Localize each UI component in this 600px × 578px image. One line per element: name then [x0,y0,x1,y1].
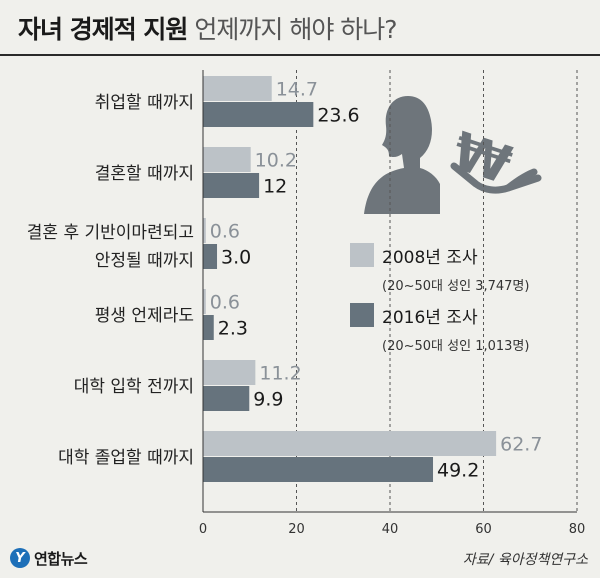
category-label-1: 결혼할 때까지 [95,164,194,184]
bar-2008-0 [203,76,272,101]
value-label-2008-1: 10.2 [255,150,297,172]
yonhap-logo: Y 연합뉴스 [10,546,88,570]
value-label-2008-4: 11.2 [259,363,301,385]
bar-2008-4 [203,360,256,385]
chart-title: 자녀 경제적 지원 언제까지 해야 하나? [18,10,398,46]
category-label-2-1: 안정될 때까지 [95,251,194,271]
person-silhouette-icon [364,96,440,214]
legend-swatch-2016 [350,303,374,327]
title-bold: 자녀 경제적 지원 [18,15,188,44]
logo-icon: Y [10,548,30,568]
bar-2016-2 [203,244,218,269]
bar-2016-1 [203,173,260,198]
x-tick-label-0: 0 [199,522,207,537]
bar-2008-2 [203,218,206,243]
category-label-5: 대학 졸업할 때까지 [58,448,194,468]
value-label-2008-0: 14.7 [276,79,318,101]
logo-text: 연합뉴스 [34,549,88,568]
legend-title-2008: 2008년 조사 [382,248,478,268]
value-label-2016-1: 12 [263,176,287,198]
legend-sub-2016: (20~50대 성인 1,013명) [382,339,530,354]
title-light: 언제까지 해야 하나? [194,15,397,44]
legend-sub-2008: (20~50대 성인 3,747명) [382,279,530,294]
bar-2016-4 [203,386,250,411]
category-label-0: 취업할 때까지 [95,93,194,113]
value-label-2016-0: 23.6 [317,105,359,127]
bar-2008-1 [203,147,251,172]
x-tick-label-20: 20 [288,522,305,537]
bar-2016-5 [203,457,434,482]
value-label-2008-2: 0.6 [210,221,240,243]
x-tick-label-80: 80 [569,522,586,537]
value-label-2008-3: 0.6 [210,292,240,314]
value-label-2016-4: 9.9 [253,389,283,411]
bar-2008-5 [203,431,497,456]
legend-title-2016: 2016년 조사 [382,308,478,328]
legend-item-2008: 2008년 조사 (20~50대 성인 3,747명) [350,243,590,303]
legend-item-2016: 2016년 조사 (20~50대 성인 1,013명) [350,303,590,363]
x-tick-label-40: 40 [382,522,399,537]
value-label-2016-2: 3.0 [221,247,251,269]
source-note: 자료/ 육아정책연구소 [462,552,588,568]
title-rule [0,54,600,56]
category-label-4: 대학 입학 전까지 [74,377,194,397]
x-tick-label-60: 60 [475,522,492,537]
bar-2016-3 [203,315,214,340]
value-label-2016-5: 49.2 [437,460,479,482]
bar-2016-0 [203,102,314,127]
bar-2008-3 [203,289,206,314]
hand-icon [450,162,542,194]
category-label-2-0: 결혼 후 기반이마련되고 [27,223,194,243]
legend: 2008년 조사 (20~50대 성인 3,747명) 2016년 조사 (20… [350,243,590,363]
legend-swatch-2008 [350,243,374,267]
value-label-2016-3: 2.3 [218,318,248,340]
category-label-3: 평생 언제라도 [95,306,194,326]
value-label-2008-5: 62.7 [500,434,542,456]
person-hand-money-illustration: ₩ [364,96,542,214]
